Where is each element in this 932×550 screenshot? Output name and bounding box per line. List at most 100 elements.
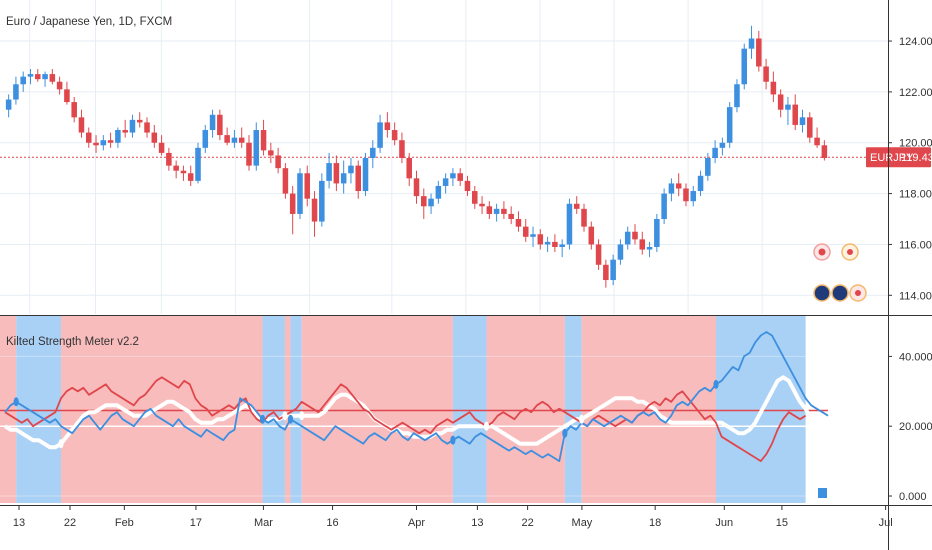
candle-body: [340, 173, 347, 184]
candle-body: [559, 244, 565, 247]
candle-body: [595, 244, 602, 265]
time-tick-label: 13: [13, 517, 25, 529]
cross-marker: [562, 428, 568, 438]
candle-body: [654, 219, 660, 247]
pie-icon: [849, 284, 867, 302]
price-tick-label: 124.000: [899, 36, 932, 48]
candle-body: [85, 132, 92, 143]
candle-body: [231, 137, 238, 143]
candle-body: [180, 170, 187, 174]
strength-region-bear: [60, 316, 263, 503]
candle-body: [391, 130, 398, 141]
strength-pane[interactable]: 40.000 20.000 0.000 Kilted Strength Meter …: [0, 316, 932, 503]
candle-body: [785, 104, 791, 110]
candle-body: [115, 130, 121, 143]
candle-body: [20, 76, 26, 85]
strength-region-bull: [262, 316, 285, 503]
candle-body: [617, 244, 624, 260]
candle-body: [726, 107, 733, 143]
candle-body: [158, 142, 165, 153]
last-price-label: 119.431: [901, 152, 932, 164]
candle-body: [35, 74, 41, 80]
candle-body: [603, 264, 609, 281]
candle-body: [311, 198, 318, 222]
candle-body: [632, 231, 638, 240]
candle-body: [355, 165, 362, 192]
time-tick-label: May: [572, 517, 593, 529]
candle-body: [49, 74, 56, 82]
candle-body: [610, 259, 616, 281]
candle-body: [268, 150, 274, 156]
candle-body: [486, 206, 493, 214]
candle-body: [93, 142, 99, 146]
candle-body: [522, 226, 529, 237]
candle-body: [741, 48, 748, 85]
candlestick-series: [5, 25, 828, 288]
time-tick-label: 22: [64, 517, 76, 529]
candle-body: [100, 140, 107, 146]
candle-body: [515, 219, 522, 227]
price-tick-label: 120.000: [899, 138, 932, 150]
candle-body: [406, 158, 412, 179]
candle-body: [413, 178, 420, 197]
candle-body: [471, 191, 478, 204]
candle-body: [530, 234, 536, 237]
candle-body: [217, 114, 223, 136]
candle-body: [770, 81, 777, 95]
price-axis[interactable]: 124.000 122.000 120.000 118.000 116.000 114.0…: [888, 36, 932, 302]
candle-body: [464, 180, 471, 192]
candle-body: [56, 81, 63, 90]
candle-body: [661, 193, 667, 220]
candle-body: [719, 142, 726, 148]
candle-body: [27, 74, 34, 77]
candle-body: [705, 158, 711, 176]
candle-body: [384, 122, 391, 131]
candle-body: [777, 94, 784, 110]
candle-body: [624, 231, 631, 245]
candle-body: [763, 66, 769, 82]
strength-region-bull: [452, 316, 487, 503]
candle-body: [479, 203, 485, 207]
candle-body: [399, 140, 405, 158]
candle-body: [588, 226, 595, 245]
candle-body: [421, 196, 427, 207]
candle-body: [304, 173, 311, 199]
strength-pie-icons: [813, 243, 867, 302]
candle-body: [275, 155, 281, 169]
candle-body: [13, 84, 19, 100]
candle-body: [297, 173, 303, 214]
candle-body: [224, 135, 230, 143]
time-tick-label: 16: [326, 517, 338, 529]
candle-body: [187, 173, 194, 181]
candle-body: [78, 117, 85, 133]
flag-icon[interactable]: [818, 488, 827, 498]
candle-body: [748, 38, 755, 49]
candle-body: [566, 203, 573, 245]
candle-body: [136, 119, 143, 123]
price-pane[interactable]: 124.000 122.000 120.000 118.000 116.000 114.0…: [0, 0, 932, 314]
strength-line-blue: [4, 331, 829, 463]
strength-axis[interactable]: 40.000 20.000 0.000: [888, 351, 932, 503]
pie-icon: [813, 243, 831, 261]
candle-body: [697, 175, 704, 192]
candle-body: [428, 198, 434, 207]
candle-body: [5, 99, 12, 110]
candle-body: [639, 239, 646, 250]
candle-body: [544, 241, 551, 245]
candle-body: [377, 122, 383, 148]
time-axis[interactable]: 13 22 Feb 17 Mar 16 Apr 13 22 May 18 Jun 15 Jul: [13, 506, 893, 529]
time-tick-label: 15: [776, 517, 788, 529]
price-tick-label: 118.000: [899, 189, 932, 201]
candle-body: [712, 147, 718, 158]
strength-tick-label: 0.000: [899, 491, 927, 503]
candle-body: [173, 165, 179, 171]
strength-lines: [3, 331, 829, 463]
candle-body: [581, 208, 587, 227]
price-tick-label: 122.000: [899, 87, 932, 99]
strength-tick-label: 20.000: [899, 421, 932, 433]
cross-marker: [450, 435, 456, 445]
candle-body: [362, 158, 369, 192]
cross-marker: [299, 411, 305, 421]
price-chart-title: Euro / Japanese Yen, 1D, FXCM: [6, 16, 172, 28]
candle-body: [734, 84, 740, 108]
